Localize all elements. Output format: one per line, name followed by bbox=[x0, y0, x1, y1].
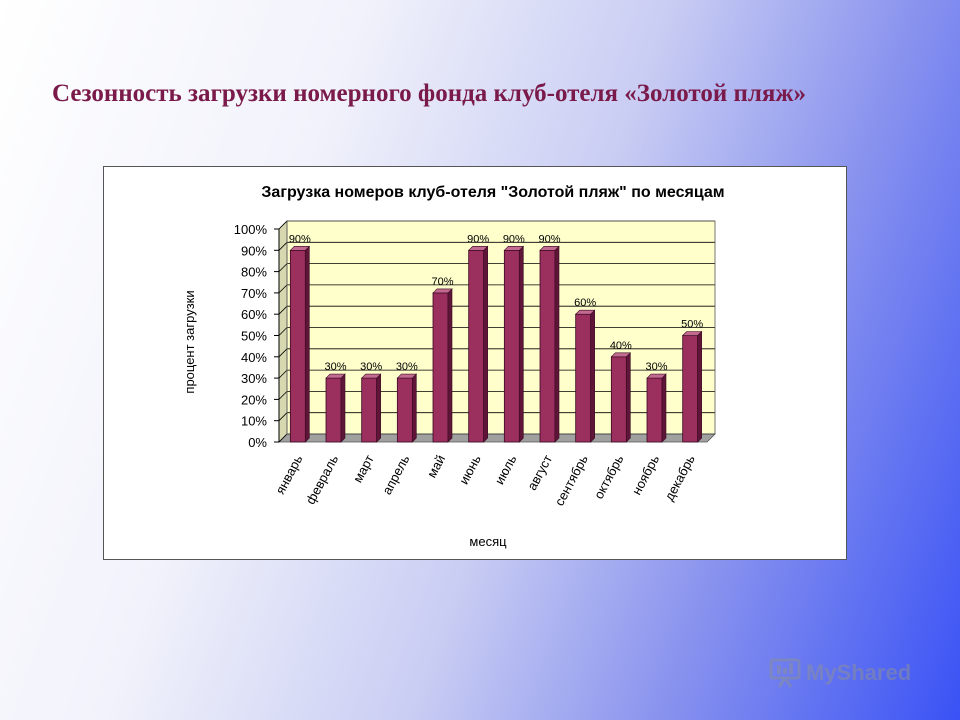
x-tick-label: апрель bbox=[379, 452, 412, 497]
bar bbox=[361, 377, 378, 443]
x-tick-label: декабрь bbox=[661, 452, 698, 503]
y-tick-label: 90% bbox=[241, 243, 267, 258]
y-tick-label: 0% bbox=[248, 435, 267, 450]
x-tick-label: октябрь bbox=[591, 452, 627, 501]
chart: Загрузка номеров клуб-отеля "Золотой пля… bbox=[182, 184, 725, 549]
bar-side bbox=[590, 309, 595, 443]
bar bbox=[468, 249, 485, 443]
bar-top bbox=[610, 352, 632, 358]
data-label: 90% bbox=[503, 233, 525, 245]
bar-top bbox=[574, 309, 596, 315]
chart-title: Загрузка номеров клуб-отеля "Золотой пля… bbox=[261, 184, 724, 201]
x-tick-label: февраль bbox=[303, 452, 342, 507]
bar bbox=[432, 292, 449, 443]
bar-side bbox=[305, 245, 310, 443]
presentation-icon bbox=[769, 658, 801, 688]
plot-border bbox=[286, 220, 716, 435]
bar-side bbox=[412, 373, 417, 443]
chart-frame: Загрузка номеров клуб-отеля "Золотой пля… bbox=[103, 166, 847, 560]
x-tick-label: сентябрь bbox=[552, 452, 591, 508]
y-tick-label: 20% bbox=[241, 392, 267, 407]
x-tick-label: январь bbox=[272, 452, 305, 497]
y-tick-label: 30% bbox=[241, 371, 267, 386]
bar-top bbox=[325, 373, 346, 379]
data-label: 30% bbox=[396, 361, 418, 373]
data-label: 90% bbox=[467, 233, 489, 245]
bar-top bbox=[396, 373, 418, 379]
bar-side bbox=[483, 245, 488, 443]
y-tick-label: 70% bbox=[241, 286, 267, 301]
data-label: 50% bbox=[681, 319, 703, 331]
bar-side bbox=[626, 352, 631, 443]
bar-side bbox=[661, 373, 667, 443]
watermark: MyShared bbox=[768, 656, 911, 690]
x-tick-label: май bbox=[424, 452, 448, 480]
bar-top bbox=[289, 246, 311, 251]
bar bbox=[575, 313, 592, 443]
x-tick-label: август bbox=[524, 452, 555, 492]
bar-side bbox=[519, 245, 524, 443]
bar bbox=[289, 249, 306, 443]
bar-top bbox=[646, 373, 667, 379]
slide-title: Сезонность загрузки номерного фонда клуб… bbox=[52, 80, 807, 107]
y-tick-label: 10% bbox=[241, 414, 267, 429]
y-tick-label: 40% bbox=[241, 350, 267, 365]
y-axis-label: процент загрузки bbox=[182, 290, 197, 393]
y-tick-label: 80% bbox=[241, 265, 267, 280]
bar-side bbox=[697, 330, 702, 443]
bar-top bbox=[360, 373, 382, 379]
data-label: 90% bbox=[289, 233, 311, 245]
bar-side bbox=[447, 288, 453, 443]
watermark-text: MyShared bbox=[806, 660, 912, 685]
bar-top bbox=[503, 246, 525, 251]
bar-side bbox=[376, 373, 381, 443]
bar-top bbox=[432, 288, 453, 294]
bar-top bbox=[467, 246, 489, 251]
y-tick-label: 100% bbox=[234, 222, 268, 237]
bar-top bbox=[539, 246, 560, 251]
plot-back-wall bbox=[279, 221, 715, 442]
bar bbox=[396, 377, 413, 443]
bar-side bbox=[340, 373, 346, 443]
data-label: 30% bbox=[324, 361, 346, 373]
data-label: 40% bbox=[610, 340, 632, 352]
bar bbox=[503, 249, 520, 443]
bar bbox=[646, 377, 663, 443]
bar bbox=[325, 377, 342, 443]
bar bbox=[539, 249, 556, 443]
x-tick-label: ноябрь bbox=[629, 452, 662, 497]
x-tick-label: июнь bbox=[456, 452, 484, 487]
bar-top bbox=[681, 331, 703, 336]
data-label: 60% bbox=[574, 297, 596, 309]
bar-side bbox=[554, 245, 560, 443]
data-label: 70% bbox=[431, 276, 453, 288]
data-label: 90% bbox=[538, 233, 560, 245]
y-tick-label: 50% bbox=[241, 329, 267, 344]
x-tick-label: июль bbox=[492, 452, 520, 487]
x-tick-label: март bbox=[350, 452, 377, 485]
y-tick-label: 60% bbox=[241, 307, 267, 322]
data-label: 30% bbox=[645, 361, 667, 373]
x-axis-label: месяц bbox=[469, 534, 507, 549]
bar bbox=[610, 356, 627, 443]
bar bbox=[682, 335, 699, 443]
data-label: 30% bbox=[360, 361, 382, 373]
